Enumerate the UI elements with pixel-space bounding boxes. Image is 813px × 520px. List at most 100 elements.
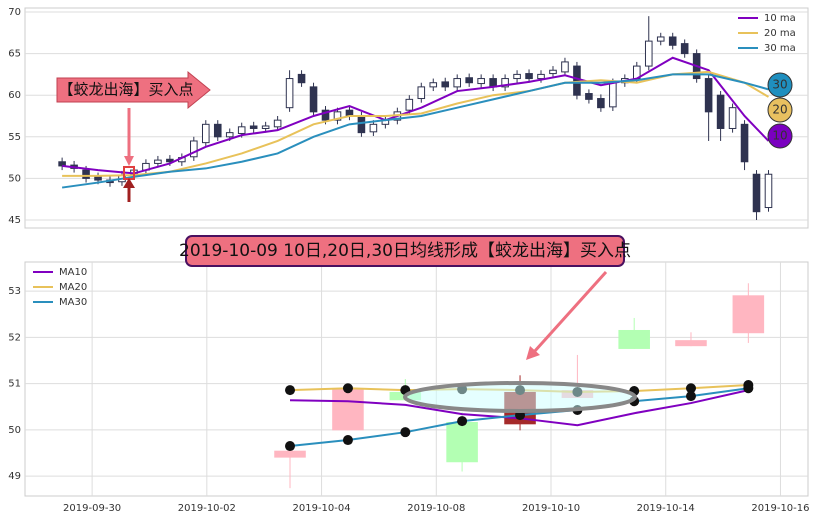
candle-body: [333, 111, 342, 121]
x-tick-label: 2019-09-30: [63, 503, 121, 514]
x-tick-label: 2019-10-14: [637, 503, 695, 514]
candle-body: [668, 36, 677, 46]
annotation-pointer-head: [526, 346, 540, 360]
candle-body: [618, 329, 650, 349]
candle-body: [764, 173, 773, 209]
annotation-box: [185, 235, 625, 267]
top-chart: 45 50 55 60 65 70 10 ma 20 ma 30 ma: [8, 7, 808, 226]
annotation-text: 2019-10-09 10日,20日,30日均线形成【蛟龙出海】买入点: [179, 241, 631, 261]
bottom-annotation: 2019-10-09 10日,20日,30日均线形成【蛟龙出海】买入点: [179, 235, 631, 360]
badge: [767, 72, 793, 98]
y-tick-label: 65: [8, 49, 21, 60]
highlight-ellipse: [403, 381, 637, 413]
candle-body: [561, 61, 569, 73]
candle-body: [501, 78, 509, 88]
candle-body: [549, 69, 557, 75]
ma-marker: [685, 383, 696, 394]
candle-body: [453, 78, 461, 88]
candle-body: [477, 78, 485, 85]
ma-marker: [342, 435, 353, 446]
badges: 30 20 10: [767, 72, 793, 149]
candle-body: [273, 119, 282, 128]
x-tick-label: 2019-10-04: [293, 503, 351, 514]
candle-body: [675, 340, 707, 347]
ma-line: [61, 56, 770, 175]
candle-body: [537, 73, 545, 80]
candle-body: [190, 140, 198, 158]
y-tick-label: 50: [8, 173, 21, 184]
candle-body: [609, 82, 617, 108]
candle-body: [525, 73, 533, 80]
candle-body: [680, 43, 689, 55]
badge-label: 10: [772, 129, 787, 143]
candle-body: [429, 82, 438, 88]
candle-body: [704, 78, 713, 113]
annotation-text: 【蛟龙出海】买入点: [58, 81, 193, 99]
candle-body: [369, 123, 378, 133]
candle-body: [237, 126, 246, 134]
candle-body: [261, 125, 270, 129]
candle-body: [441, 81, 450, 88]
badge-label: 20: [772, 103, 787, 117]
annotation-arrow: [56, 70, 211, 110]
candle-body: [213, 123, 222, 138]
candle-body: [166, 158, 174, 163]
candle-body: [573, 65, 581, 96]
candle-body: [297, 73, 306, 84]
annotation-pointer: [532, 270, 608, 354]
candle-body: [446, 422, 478, 463]
y-tick-label: 52: [8, 332, 21, 343]
badge: [767, 123, 793, 149]
top-annotation: 【蛟龙出海】买入点: [56, 70, 211, 202]
candle-body: [285, 78, 294, 109]
candle-body: [321, 109, 330, 121]
candle-body: [201, 123, 210, 144]
ma-marker: [400, 427, 411, 438]
y-tick-label: 55: [8, 132, 21, 143]
legend-label: 30 ma: [764, 43, 796, 54]
candle-body: [732, 295, 765, 334]
ma-marker: [285, 385, 296, 396]
candle-body: [82, 169, 90, 179]
y-tick-label: 53: [8, 286, 21, 297]
y-tick-label: 70: [8, 7, 21, 18]
x-tick-label: 2019-10-10: [522, 503, 580, 514]
y-tick-label: 45: [8, 215, 21, 226]
candle-body: [644, 40, 653, 67]
candle-body: [728, 107, 737, 129]
annotation-pointer-head: [124, 156, 134, 166]
candle-body: [309, 86, 318, 113]
candle-body: [716, 94, 725, 129]
candle-body: [94, 176, 102, 181]
y-tick-label: 60: [8, 90, 21, 101]
candle-body: [740, 123, 749, 163]
x-tick-label: 2019-10-16: [751, 503, 809, 514]
legend-label: MA30: [59, 297, 87, 308]
ma-line: [61, 73, 769, 189]
y-tick-label: 49: [8, 471, 21, 482]
candle-body: [656, 36, 665, 42]
candle-body: [274, 450, 306, 458]
ma-marker: [743, 383, 754, 394]
candle-body: [154, 159, 162, 164]
ma-marker: [285, 441, 296, 452]
x-tick-label: 2019-10-08: [407, 503, 465, 514]
ma-marker: [685, 391, 696, 402]
bottom-frame: [24, 261, 809, 497]
ma-marker: [457, 416, 468, 427]
candle-body: [225, 132, 234, 138]
badge: [767, 97, 793, 123]
candle-body: [249, 125, 258, 129]
y-tick-label: 50: [8, 425, 21, 436]
badge-label: 30: [772, 78, 787, 92]
legend-label: 10 ma: [764, 13, 796, 24]
candle-body: [597, 98, 605, 109]
buy-arrow-head: [123, 178, 135, 188]
legend-label: MA20: [59, 282, 87, 293]
candle-body: [332, 388, 364, 431]
candle-body: [585, 93, 593, 100]
legend-label: MA10: [59, 267, 87, 278]
candle-body: [417, 86, 426, 100]
candle-body: [752, 173, 761, 213]
